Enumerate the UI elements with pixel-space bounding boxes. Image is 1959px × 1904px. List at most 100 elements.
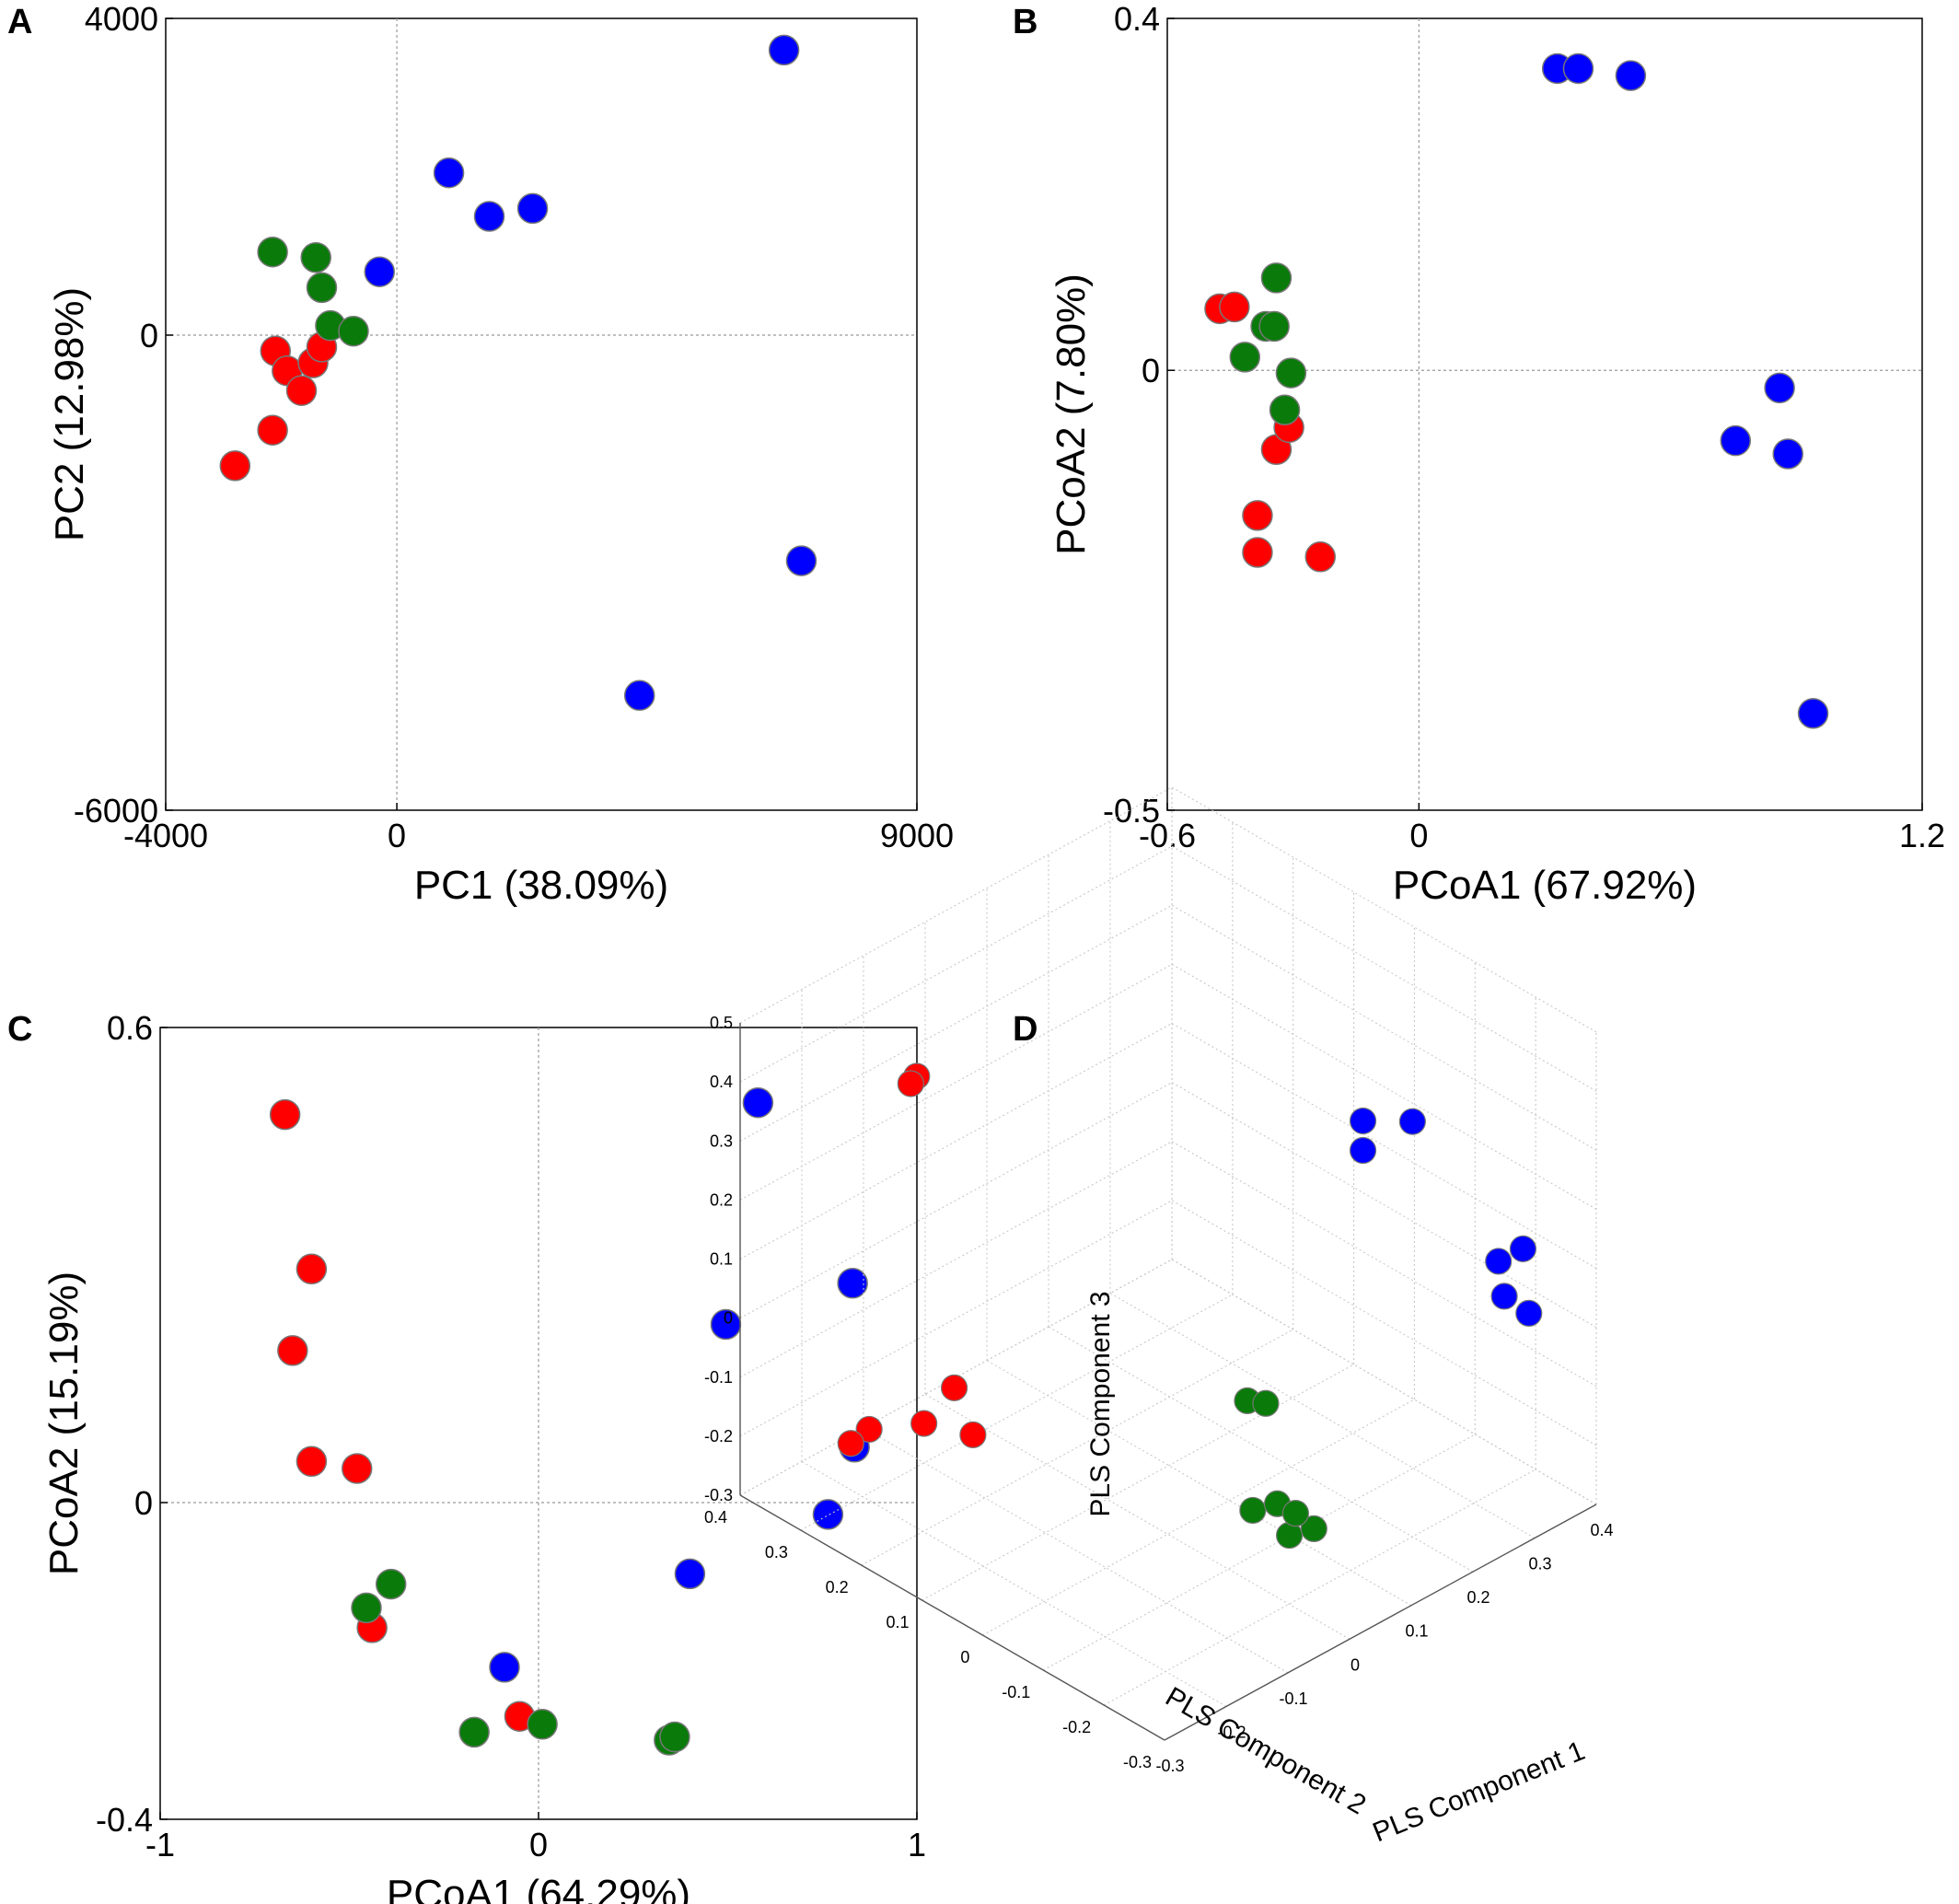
y-tick-label: 0.4 — [704, 1508, 727, 1527]
grid-line — [986, 1360, 1412, 1607]
x-tick-label: 0.2 — [1466, 1588, 1490, 1607]
blue-point — [1615, 60, 1647, 91]
z-tick-label: 0 — [724, 1309, 733, 1328]
x-axis-label: PCoA1 (67.92%) — [1393, 863, 1697, 908]
grid-line — [1171, 1082, 1597, 1329]
z-tick-label: 0.1 — [710, 1250, 733, 1269]
grid-line — [861, 1329, 1293, 1566]
green-point — [1260, 262, 1292, 294]
grid-line — [1048, 1326, 1474, 1573]
y-tick-label: 0.2 — [826, 1578, 849, 1596]
red-point — [897, 1070, 924, 1097]
grid-line — [1043, 1434, 1476, 1671]
blue-point — [473, 201, 505, 232]
z-tick-label: 0.3 — [710, 1132, 733, 1150]
y-tick-label: -0.3 — [1123, 1753, 1152, 1771]
y-tick-label: 0 — [134, 1484, 153, 1522]
red-point — [277, 1335, 308, 1366]
y-tick-label: 0.6 — [107, 1009, 153, 1047]
red-point — [341, 1453, 373, 1484]
x-tick-label: -1 — [145, 1826, 175, 1863]
x-tick-label: 0 — [388, 817, 406, 854]
x-tick-label: -0.3 — [1155, 1757, 1184, 1775]
green-point — [659, 1721, 690, 1753]
blue-point — [1515, 1299, 1543, 1327]
y-axis-label: PLS Component 2 — [1160, 1681, 1371, 1820]
z-tick-label: -0.3 — [704, 1486, 733, 1504]
green-point — [306, 272, 338, 304]
green-point — [338, 315, 369, 347]
grid-line — [739, 1023, 1173, 1260]
grid-line — [1171, 1259, 1597, 1505]
y-tick-label: -0.1 — [1002, 1683, 1030, 1701]
blue-point — [1797, 698, 1829, 729]
grid-line — [739, 1259, 1173, 1496]
green-point — [1252, 1389, 1280, 1417]
grid-line — [1171, 904, 1597, 1151]
blue-point — [1349, 1107, 1377, 1135]
red-point — [940, 1374, 968, 1401]
red-point — [1219, 291, 1250, 323]
x-tick-label: 0.3 — [1528, 1555, 1551, 1573]
red-point — [855, 1415, 883, 1444]
blue-point — [1485, 1248, 1513, 1275]
red-point — [1242, 500, 1273, 531]
y-tick-label: 0.3 — [765, 1543, 788, 1562]
x-tick-label: -0.1 — [1279, 1689, 1307, 1708]
green-point — [1275, 357, 1307, 389]
x-tick-label: 1.2 — [1899, 817, 1945, 854]
x-axis-label: PC1 (38.09%) — [414, 863, 668, 908]
blue-point — [1772, 438, 1803, 470]
blue-point — [516, 192, 549, 225]
green-point — [1300, 1515, 1327, 1542]
blue-point — [768, 34, 800, 66]
grid-line — [1109, 1293, 1536, 1539]
y-tick-label: -6000 — [74, 792, 158, 830]
x-tick-label: 0.4 — [1590, 1521, 1613, 1539]
grid-line — [922, 1364, 1354, 1601]
z-axis-label: PLS Component 3 — [1085, 1291, 1116, 1516]
grid-line — [739, 845, 1173, 1083]
z-tick-label: -0.2 — [704, 1427, 733, 1445]
grid-line — [739, 904, 1173, 1142]
green-point — [1258, 310, 1290, 342]
x-tick-label: 0 — [1409, 817, 1428, 854]
plot-frame — [165, 17, 918, 811]
y-axis-label: PC2 (12.98%) — [47, 287, 92, 541]
red-point — [269, 1098, 301, 1131]
green-point — [527, 1709, 558, 1740]
y-tick-label: 0.1 — [887, 1613, 910, 1631]
blue-point — [1764, 372, 1795, 404]
panel-a: -4000 0 9000 4000 0 -6000 PC1 (38.09%) PC2 (12.… — [47, 0, 954, 908]
blue-point — [837, 1268, 868, 1299]
blue-point — [623, 679, 655, 712]
x-tick-label: 1 — [908, 1826, 926, 1863]
green-point — [1281, 1500, 1310, 1527]
z-tick-label: -0.1 — [704, 1368, 733, 1387]
panel-label-b: B — [1013, 3, 1037, 41]
y-tick-label: -0.5 — [1103, 792, 1160, 830]
grid-line — [739, 1200, 1173, 1437]
red-point — [910, 1410, 938, 1437]
grid-line — [1171, 1200, 1597, 1446]
green-point — [257, 236, 288, 268]
grid-line — [1171, 1023, 1597, 1269]
x-axis-line — [1164, 1503, 1597, 1741]
y-axis-label: PCoA2 (7.80%) — [1049, 273, 1094, 555]
x-tick-label: 0 — [1350, 1655, 1360, 1674]
green-point — [1229, 342, 1261, 373]
x-tick-label: -4000 — [123, 817, 208, 854]
blue-point — [742, 1086, 774, 1119]
blue-point — [1349, 1136, 1377, 1165]
green-point — [300, 241, 331, 273]
green-point — [375, 1568, 407, 1600]
y-axis-label: PCoA2 (15.19%) — [41, 1271, 87, 1575]
blue-point — [489, 1652, 520, 1683]
x-axis-label: PLS Component 1 — [1369, 1736, 1590, 1848]
y-tick-label: 0.4 — [1114, 0, 1160, 38]
red-point — [257, 414, 288, 446]
grid-line — [739, 1141, 1173, 1378]
grid-line — [1171, 786, 1597, 1033]
y-tick-label: 0 — [960, 1648, 969, 1666]
blue-point — [1720, 424, 1752, 457]
